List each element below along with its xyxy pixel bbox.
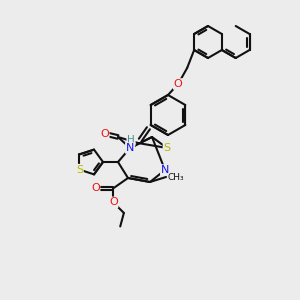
- Text: S: S: [164, 143, 171, 153]
- Text: O: O: [174, 79, 182, 89]
- Text: N: N: [126, 143, 134, 153]
- Text: O: O: [91, 183, 100, 193]
- Text: O: O: [109, 197, 118, 207]
- Text: N: N: [161, 165, 169, 175]
- Text: S: S: [76, 165, 83, 175]
- Text: O: O: [100, 129, 109, 139]
- Text: CH₃: CH₃: [168, 172, 184, 182]
- Text: H: H: [127, 135, 135, 145]
